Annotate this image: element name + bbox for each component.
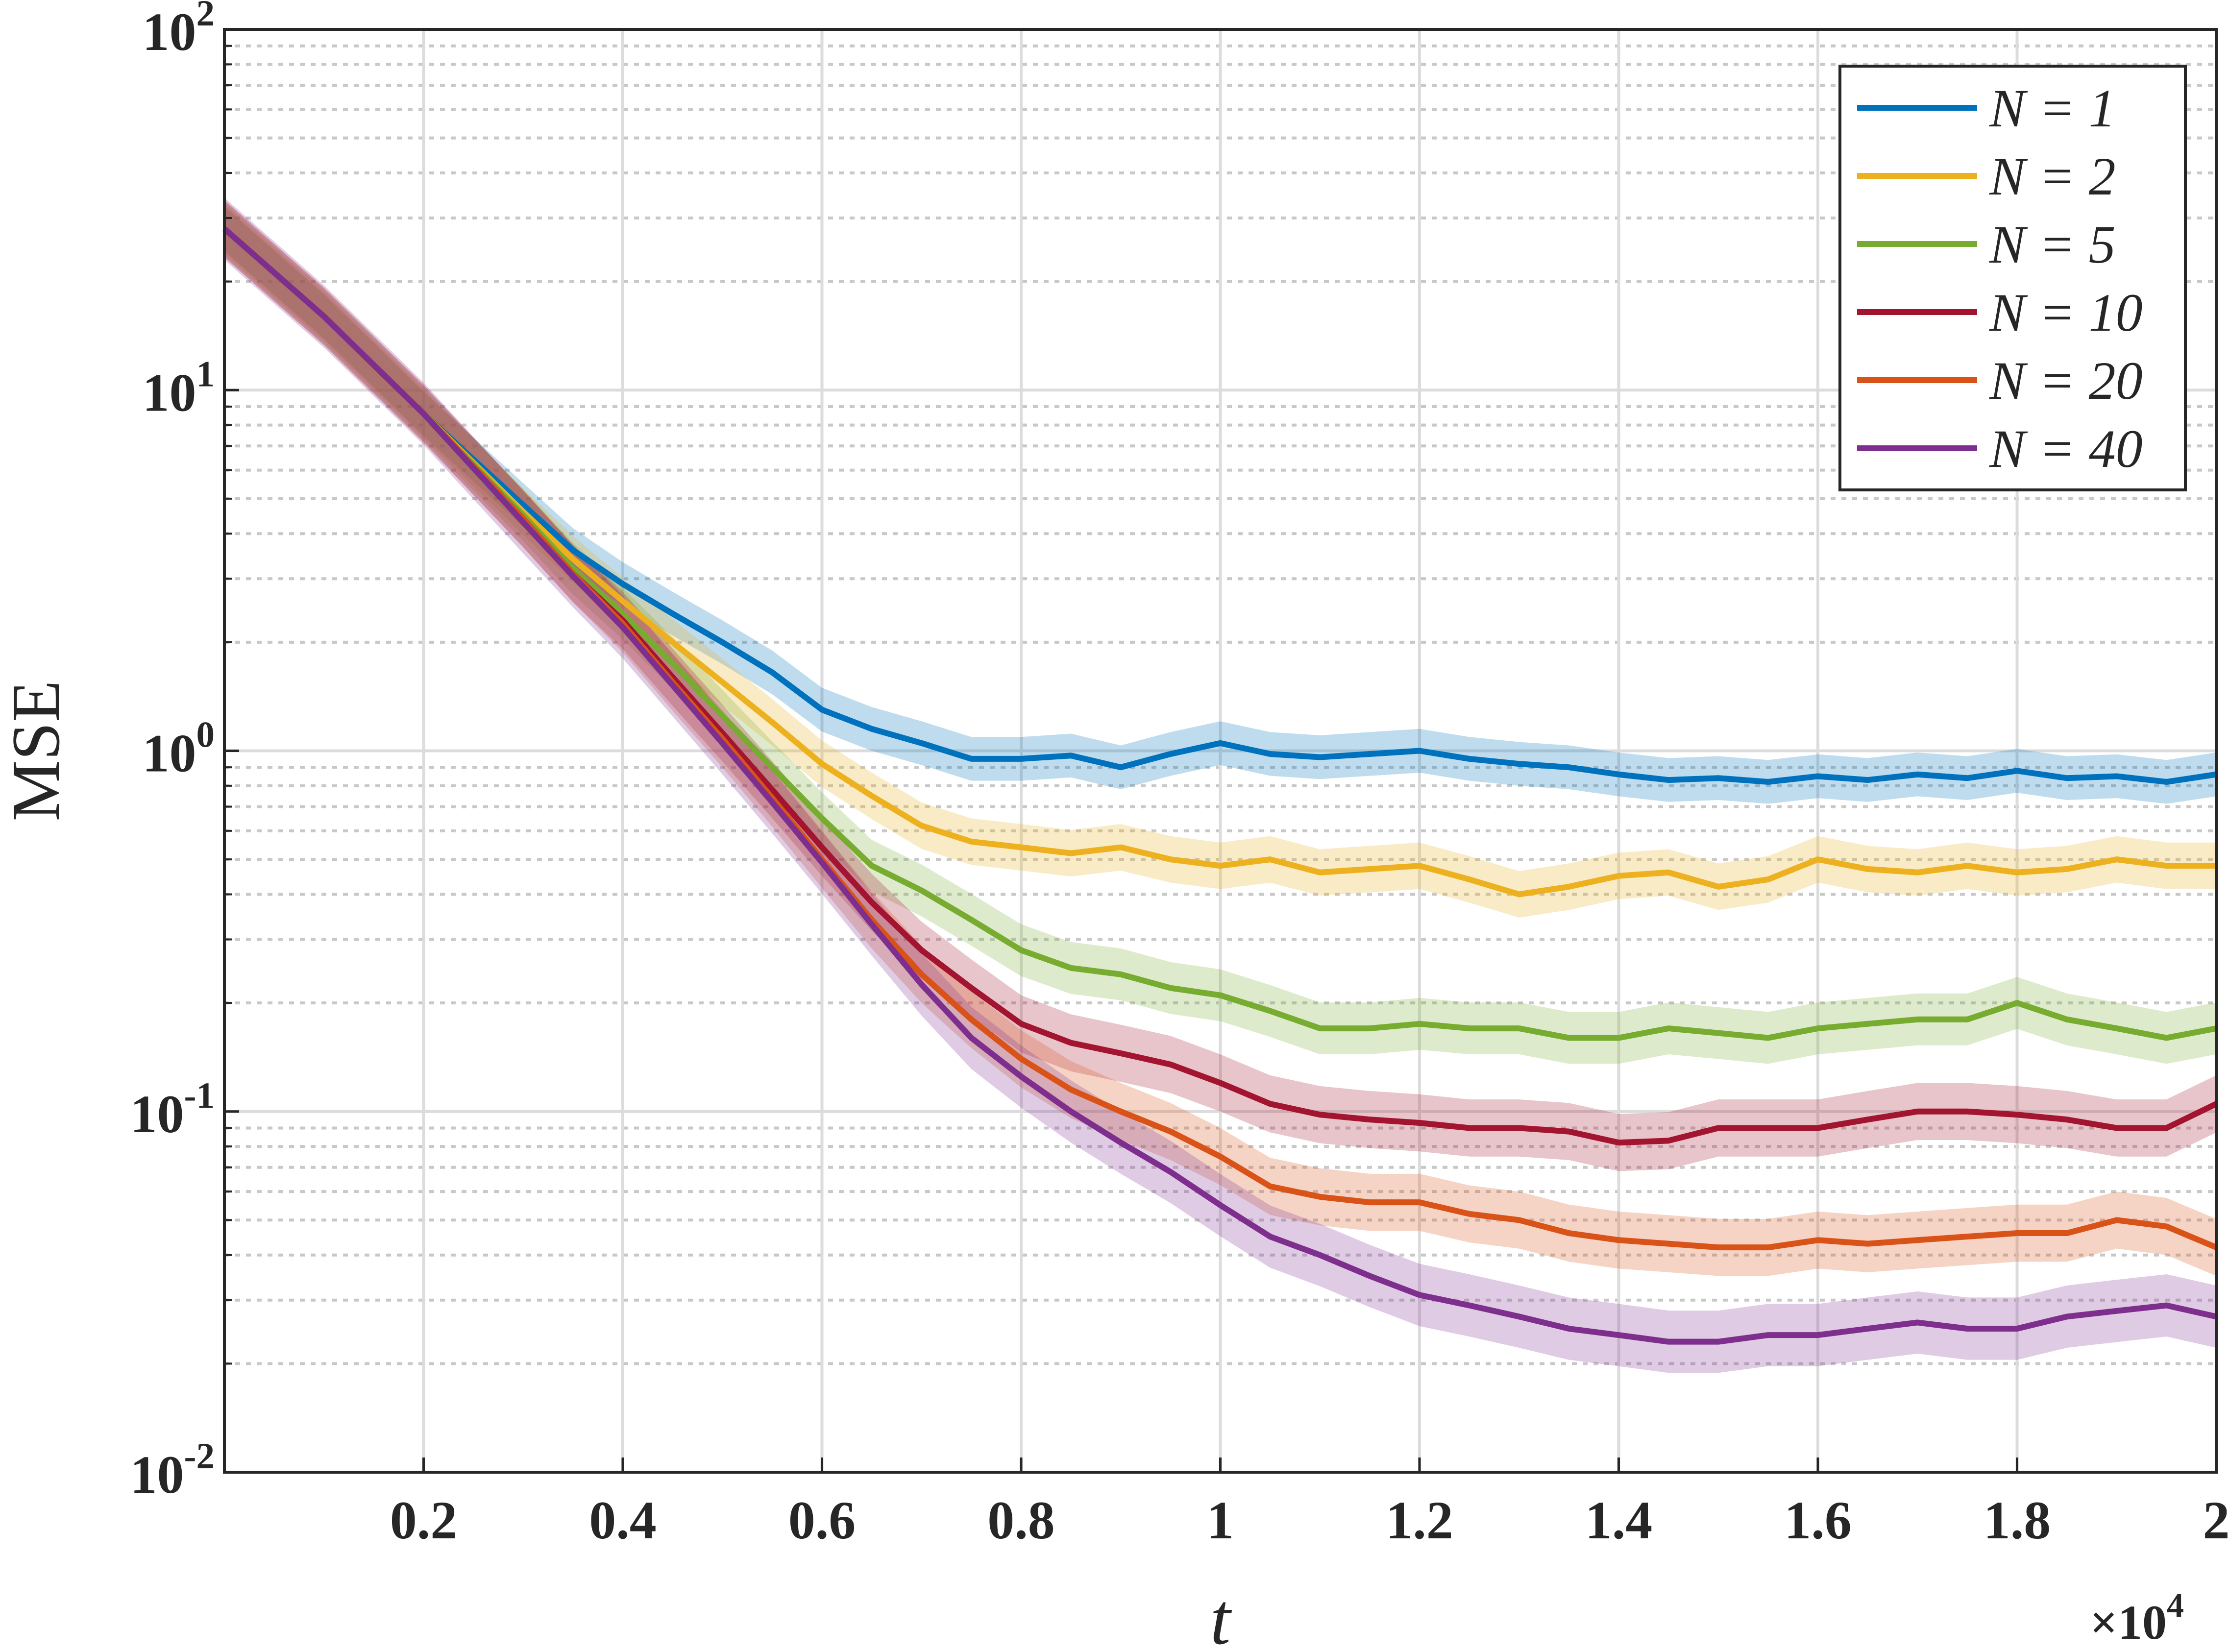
legend: N = 1 N = 2 N = 5 N = 10 N = 20 N = 40	[1838, 65, 2187, 491]
y-tick-exponent: -2	[184, 1436, 215, 1477]
legend-label-2: N = 2	[1989, 146, 2116, 206]
series-line-4	[222, 226, 2218, 1146]
legend-label-1: N = 1	[1989, 78, 2116, 138]
series-line-3	[222, 226, 2217, 1041]
x-tick-label: 0.2	[390, 1490, 458, 1550]
y-tick-exponent: 1	[196, 354, 215, 394]
x-tick-label: 1	[1207, 1490, 1234, 1550]
y-tick-base: 10	[130, 1445, 184, 1505]
x-tick-label: 2	[2203, 1490, 2229, 1550]
x-tick-label: 0.6	[788, 1490, 856, 1550]
confidence-band-1	[224, 207, 2216, 804]
x-tick-label: 1.2	[1386, 1490, 1453, 1550]
series-line-2	[222, 226, 2216, 898]
y-tick-exponent: 0	[196, 715, 215, 755]
series-line-6	[222, 226, 2217, 1345]
y-tick-label: 102	[143, 0, 215, 62]
series-lines	[222, 226, 2218, 1345]
y-tick-label: 100	[143, 715, 215, 783]
x-axis-label: t	[1210, 1579, 1232, 1652]
x-tick-label: 1.4	[1585, 1490, 1653, 1550]
x-tick-label: 0.4	[589, 1490, 657, 1550]
x-axis-ticks: 0.2 0.4 0.6 0.8 1 1.2 1.4 1.6 1.8 2	[390, 1458, 2229, 1550]
y-tick-base: 10	[143, 724, 196, 783]
x-axis-multiplier: ×104	[2090, 1587, 2184, 1650]
confidence-band-3	[224, 203, 2216, 1064]
series-line-1	[222, 226, 2217, 785]
confidence-bands	[224, 197, 2216, 1373]
legend-label-4: N = 10	[1989, 283, 2143, 342]
legend-label-5: N = 20	[1989, 351, 2143, 411]
y-tick-label: 10-1	[130, 1075, 215, 1144]
y-tick-exponent: 2	[196, 0, 215, 34]
y-tick-label: 10-2	[130, 1436, 215, 1505]
y-tick-exponent: -1	[184, 1075, 215, 1116]
x-axis-multiplier-base: ×10	[2090, 1595, 2167, 1650]
y-tick-base: 10	[130, 1084, 184, 1144]
y-tick-base: 10	[143, 363, 196, 422]
x-axis-multiplier-power: 4	[2167, 1587, 2184, 1625]
legend-box	[1838, 65, 2187, 491]
x-tick-label: 1.6	[1784, 1490, 1852, 1550]
legend-label-6: N = 40	[1989, 419, 2143, 479]
x-tick-label: 1.8	[1984, 1490, 2051, 1550]
y-axis-label: MSE	[0, 680, 74, 822]
x-tick-label: 0.8	[987, 1490, 1055, 1550]
y-tick-base: 10	[143, 2, 196, 62]
legend-label-3: N = 5	[1989, 215, 2116, 274]
y-tick-label: 101	[143, 354, 215, 422]
